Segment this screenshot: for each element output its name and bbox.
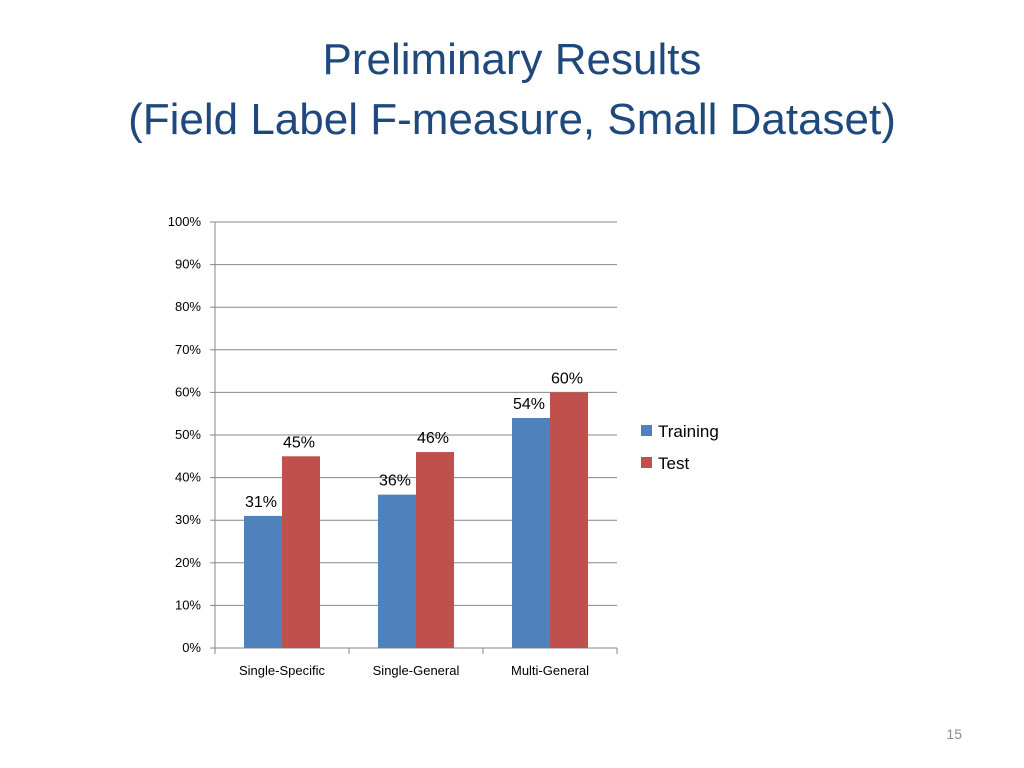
data-label: 31%: [245, 494, 277, 511]
x-tick-label: Single-Specific: [239, 663, 325, 678]
data-label: 46%: [417, 430, 449, 447]
bar-test: [550, 392, 588, 648]
page-number: 15: [946, 726, 962, 742]
y-tick-label: 90%: [175, 257, 201, 272]
y-tick-label: 40%: [175, 470, 201, 485]
bar-training: [378, 494, 416, 648]
bar-test: [282, 456, 320, 648]
y-tick-label: 80%: [175, 299, 201, 314]
legend-label: Test: [658, 454, 689, 473]
y-tick-label: 70%: [175, 342, 201, 357]
data-label: 36%: [379, 473, 411, 490]
bar-training: [244, 515, 282, 648]
y-tick-label: 50%: [175, 427, 201, 442]
legend-swatch-training: [641, 425, 652, 436]
data-label: 60%: [551, 370, 583, 387]
y-tick-label: 60%: [175, 384, 201, 399]
bar-test: [416, 452, 454, 648]
x-tick-label: Single-General: [373, 663, 460, 678]
title-line-1: Preliminary Results: [322, 35, 702, 84]
bar-training: [512, 417, 550, 648]
x-tick-label: Multi-General: [511, 663, 589, 678]
y-tick-label: 100%: [168, 214, 202, 229]
y-tick-label: 30%: [175, 512, 201, 527]
legend-label: Training: [658, 422, 719, 441]
y-tick-label: 20%: [175, 555, 201, 570]
data-label: 45%: [283, 434, 315, 451]
legend-swatch-test: [641, 457, 652, 468]
slide-title: Preliminary Results (Field Label F-measu…: [0, 30, 1024, 150]
y-tick-label: 10%: [175, 597, 201, 612]
y-tick-label: 0%: [182, 640, 201, 655]
data-label: 54%: [513, 396, 545, 413]
title-line-2: (Field Label F-measure, Small Dataset): [128, 95, 896, 144]
